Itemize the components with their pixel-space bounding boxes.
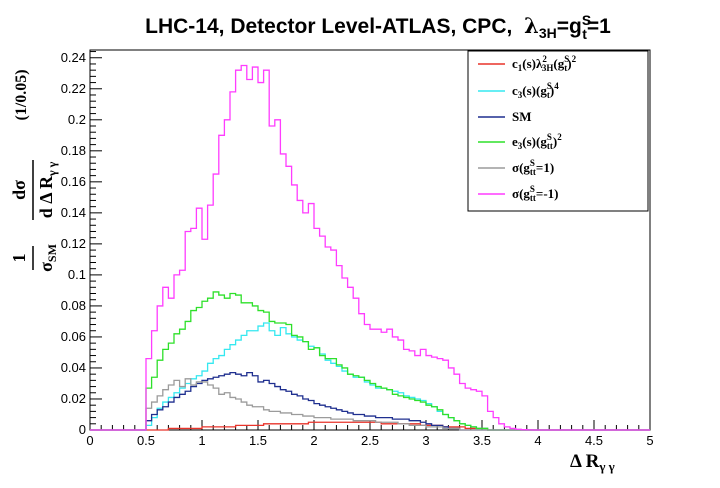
series-layer xyxy=(90,64,650,431)
legend-label: SM xyxy=(512,109,532,124)
legend-item: c1(s)λ2 3H(gS t)2 xyxy=(478,54,577,73)
svg-text:d Δ Rγ γ: d Δ Rγ γ xyxy=(36,161,59,218)
legend-item: c3(s)(gS t)4 xyxy=(478,81,559,100)
x-tick-label: 0.5 xyxy=(137,433,155,448)
series-line-5 xyxy=(90,64,650,431)
svg-text:σSM: σSM xyxy=(36,244,59,272)
x-tick-label: 3 xyxy=(422,433,429,448)
y-tick-label: 0.22 xyxy=(61,81,86,96)
y-tick-label: 0.18 xyxy=(61,143,86,158)
x-tick-label: 2 xyxy=(310,433,317,448)
y-tick-label: 0.2 xyxy=(68,112,86,127)
y-tick-label: 0 xyxy=(79,422,86,437)
legend-label: c3(s)(gS t)4 xyxy=(512,81,559,100)
x-tick-label: 4 xyxy=(534,433,541,448)
svg-text:dσ: dσ xyxy=(9,180,29,200)
x-tick-label: 0 xyxy=(86,433,93,448)
y-tick-label: 0.1 xyxy=(68,267,86,282)
series-line-0 xyxy=(90,421,650,431)
y-tick-label: 0.04 xyxy=(61,360,86,375)
y-tick-label: 0.24 xyxy=(61,50,86,65)
y-tick-label: 0.02 xyxy=(61,391,86,406)
x-axis: 0 0.5 1 1.5 2 2.5 3 3.5 4 4.5 5 xyxy=(86,420,654,448)
y-tick-label: 0.06 xyxy=(61,329,86,344)
x-tick-label: 1 xyxy=(198,433,205,448)
y-tick-label: 0.12 xyxy=(61,236,86,251)
legend-item: σ(gS tt=1) xyxy=(478,158,554,177)
chart-title: LHC-14, Detector Level-ATLAS, CPC, λ3H=g… xyxy=(145,12,611,42)
x-tick-label: 5 xyxy=(646,433,653,448)
legend-label: e3(s)(gS tt)2 xyxy=(512,132,562,151)
y-tick-label: 0.08 xyxy=(61,298,86,313)
legend: c1(s)λ2 3H(gS t)2 c3(s)(gS t)4 SM e3(s)(gS tt)2… xyxy=(467,50,649,212)
x-tick-label: 3.5 xyxy=(473,433,491,448)
x-tick-label: 1.5 xyxy=(249,433,267,448)
y-tick-label: 0.16 xyxy=(61,174,86,189)
legend-label: σ(gS tt=1) xyxy=(512,158,554,177)
x-tick-label: 2.5 xyxy=(361,433,379,448)
series-line-4 xyxy=(90,378,650,431)
x-axis-label: Δ Rγ γ xyxy=(570,451,615,474)
y-tick-label: 0.14 xyxy=(61,205,86,220)
svg-text:(1/0.05): (1/0.05) xyxy=(13,69,30,120)
y-axis-label: 1 σSM dσ d Δ Rγ γ (1/0.05) xyxy=(9,69,59,271)
legend-label: σ(gS tt=-1) xyxy=(512,184,559,203)
svg-text:1: 1 xyxy=(9,254,29,263)
legend-item: SM xyxy=(478,109,532,124)
legend-item: e3(s)(gS tt)2 xyxy=(478,132,562,151)
legend-label: c1(s)λ2 3H(gS t)2 xyxy=(512,54,577,73)
x-tick-label: 4.5 xyxy=(585,433,603,448)
series-line-3 xyxy=(90,291,650,431)
legend-item: σ(gS tt=-1) xyxy=(478,184,559,203)
y-axis: 0 0.02 0.04 0.06 0.08 0.1 0.12 0.14 0.16 0.18 0.2 0… xyxy=(61,50,102,437)
